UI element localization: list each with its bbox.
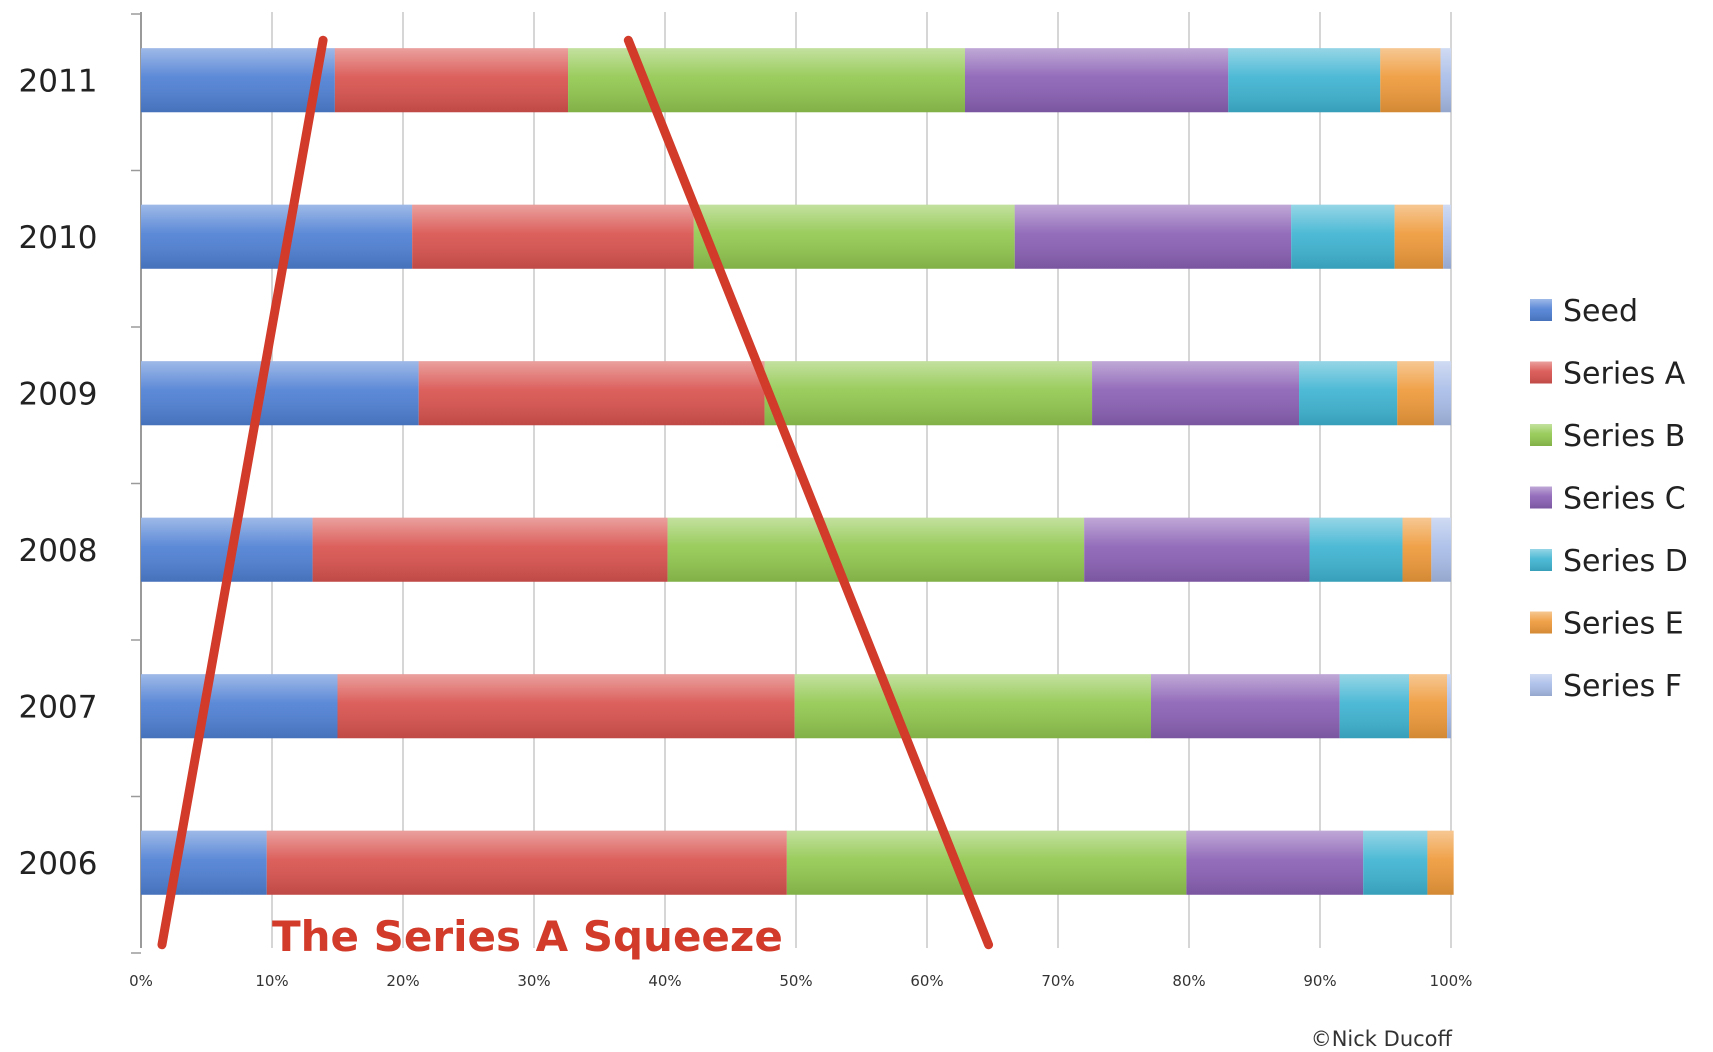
category-label: 2011: [19, 63, 98, 99]
bar-segment-shading: [1397, 361, 1434, 426]
x-tick-label: 30%: [517, 972, 550, 990]
bar-segment-shading: [1363, 830, 1428, 895]
category-label: 2007: [19, 689, 98, 725]
legend-label: Series D: [1563, 544, 1688, 579]
bar-segment-shading: [1443, 204, 1451, 269]
category-label: 2008: [19, 533, 98, 569]
legend-label: Series A: [1563, 357, 1686, 392]
bar-segment-shading: [1447, 674, 1451, 739]
bar-segment-shading: [1427, 830, 1454, 895]
bar-segment-shading: [1151, 674, 1340, 739]
x-tick-label: 90%: [1303, 972, 1336, 990]
x-tick-label: 80%: [1172, 972, 1205, 990]
bar-segment-shading: [141, 361, 419, 426]
x-tick-label: 40%: [648, 972, 681, 990]
bar-segment-shading: [1440, 48, 1451, 113]
legend-swatch-shading: [1530, 299, 1552, 321]
legend-swatch-shading: [1530, 674, 1552, 696]
category-label: 2009: [19, 376, 98, 412]
category-labels: 2011 2010 2009 2008 2007 2006: [19, 63, 98, 882]
bar-segment-shading: [1092, 361, 1300, 426]
bar-segment-shading: [964, 48, 1229, 113]
bar-segment-shading: [667, 517, 1085, 582]
category-label: 2006: [19, 846, 98, 882]
bar-segment-shading: [1409, 674, 1448, 739]
x-tick-label: 50%: [779, 972, 812, 990]
bar-segment-shading: [794, 674, 1152, 739]
legend-swatch-shading: [1530, 486, 1552, 509]
legend-swatch-shading: [1530, 361, 1552, 384]
bar-segment-shading: [266, 830, 787, 895]
legend-label: Series B: [1563, 419, 1685, 454]
bar-segment-shading: [1014, 204, 1292, 269]
trend-lines: [157, 35, 994, 950]
bar-segment-shading: [418, 361, 765, 426]
gridlines: [131, 12, 1452, 954]
x-tick-label: 70%: [1041, 972, 1074, 990]
x-tick-label: 100%: [1430, 972, 1473, 990]
bar-segment-shading: [141, 830, 267, 895]
bar-segment-shading: [1431, 517, 1451, 582]
bar-segment-shading: [141, 48, 335, 113]
bar-segment-shading: [1433, 361, 1451, 426]
bar-segment-shading: [693, 204, 1015, 269]
bar-segment-shading: [1339, 674, 1410, 739]
bar-segment-shading: [1402, 517, 1432, 582]
legend-label: Series C: [1563, 482, 1686, 517]
bar-segment-shading: [1084, 517, 1310, 582]
annotation-text: The Series A Squeeze: [272, 912, 783, 961]
credit-text: ©Nick Ducoff: [1311, 1027, 1453, 1051]
legend-label: Seed: [1563, 294, 1638, 329]
bar-segment-shading: [786, 830, 1187, 895]
x-tick-label: 10%: [255, 972, 288, 990]
trend-line: [623, 35, 994, 950]
legend-swatch-shading: [1530, 611, 1552, 634]
legend-label: Series E: [1563, 607, 1684, 642]
bar-segment-shading: [568, 48, 965, 113]
bar-segment-shading: [1394, 204, 1444, 269]
bars: [141, 48, 1454, 895]
bar-segment-shading: [337, 674, 795, 739]
bar-segment-shading: [141, 204, 413, 269]
bar-segment-shading: [1186, 830, 1364, 895]
bar-segment-shading: [1291, 204, 1395, 269]
bar-segment-shading: [334, 48, 569, 113]
x-tick-labels: 0% 10% 20% 30% 40% 50% 60% 70% 80% 90% 100%: [129, 972, 1472, 990]
category-label: 2010: [19, 220, 98, 256]
x-tick-label: 60%: [910, 972, 943, 990]
bar-segment-shading: [312, 517, 668, 582]
bar-segment-shading: [141, 674, 338, 739]
legend-label: Series F: [1563, 669, 1682, 704]
trend-line: [157, 35, 328, 950]
bar-segment-shading: [412, 204, 694, 269]
x-tick-label: 0%: [129, 972, 153, 990]
bar-segment-shading: [1299, 361, 1398, 426]
bar-segment-shading: [764, 361, 1093, 426]
legend-swatch-shading: [1530, 424, 1552, 446]
bar-segment-shading: [1380, 48, 1441, 113]
legend-swatch-shading: [1530, 549, 1552, 571]
x-tick-label: 20%: [386, 972, 419, 990]
bar-segment-shading: [1309, 517, 1403, 582]
legend: Seed Series A Series B Series C Series D Seri…: [1530, 294, 1688, 704]
bar-segment-shading: [1228, 48, 1381, 113]
